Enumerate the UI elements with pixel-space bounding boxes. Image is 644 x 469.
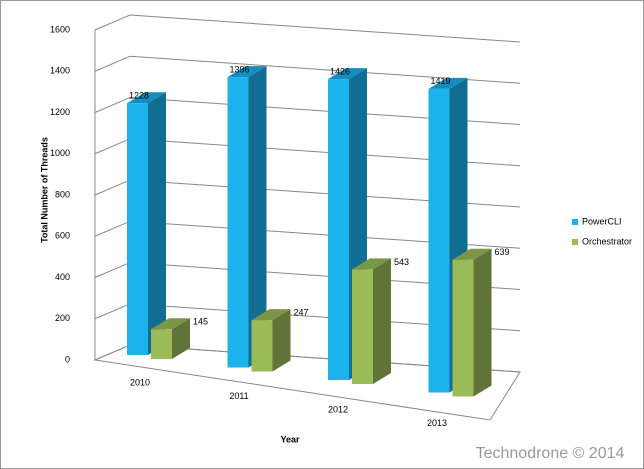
value-label: 1426 (330, 66, 350, 76)
value-label: 247 (294, 307, 309, 317)
legend-label: PowerCLI (582, 216, 622, 226)
y-tick-label: 1000 (50, 148, 70, 158)
bar (127, 92, 166, 355)
x-tick-label: 2011 (229, 391, 248, 401)
y-tick-label: 200 (55, 313, 70, 323)
value-label: 543 (394, 257, 409, 267)
y-tick-label: 400 (55, 272, 70, 282)
bar-top (428, 77, 468, 89)
y-tick-label: 600 (55, 231, 70, 241)
x-tick-label: 2010 (130, 377, 150, 387)
value-label: 1396 (230, 65, 250, 75)
bar-front (151, 329, 172, 359)
bar (452, 248, 492, 397)
bar-front (227, 77, 249, 368)
bar-front (251, 320, 273, 372)
bar-front (428, 88, 450, 393)
x-axis-label: Year (280, 434, 300, 444)
y-tick-label: 1600 (50, 24, 70, 34)
bar-side (272, 309, 291, 372)
grid-line (94, 96, 521, 125)
bar-side (373, 258, 391, 384)
y-tick-label: 800 (55, 189, 70, 199)
bar (151, 318, 190, 359)
bar-side (148, 92, 166, 355)
bar-front (452, 259, 474, 397)
bar-front (352, 269, 373, 384)
bar (227, 66, 267, 368)
bar-front (328, 79, 349, 380)
bar-top (227, 66, 267, 78)
y-tick-label: 0 (65, 354, 70, 364)
watermark: Technodrone © 2014 (476, 445, 625, 462)
legend-swatch (572, 219, 578, 225)
bar (251, 309, 291, 372)
bar-front (127, 103, 148, 355)
legend-swatch (572, 239, 578, 245)
bar-top (352, 258, 391, 270)
y-axis-label: Total Number of Threads (39, 137, 49, 243)
legend-label: Orchestrator (582, 236, 632, 246)
value-label: 1228 (129, 91, 149, 101)
bar-top (151, 318, 190, 330)
bar-top (127, 92, 166, 104)
bar-top (328, 68, 367, 80)
bar-side (172, 318, 190, 359)
bar-side (248, 66, 267, 368)
x-tick-label: 2012 (328, 404, 348, 414)
bar-top (251, 309, 291, 321)
grid-line (94, 55, 521, 84)
value-label: 145 (193, 317, 208, 327)
grid-line (94, 14, 521, 43)
bar-side (473, 248, 492, 397)
value-label: 639 (495, 247, 510, 257)
y-tick-label: 1200 (50, 107, 70, 117)
y-tick-label: 1400 (50, 66, 70, 76)
bar (352, 258, 391, 384)
bar-top (452, 248, 492, 260)
x-tick-label: 2013 (427, 418, 447, 428)
value-label: 1419 (431, 76, 451, 86)
